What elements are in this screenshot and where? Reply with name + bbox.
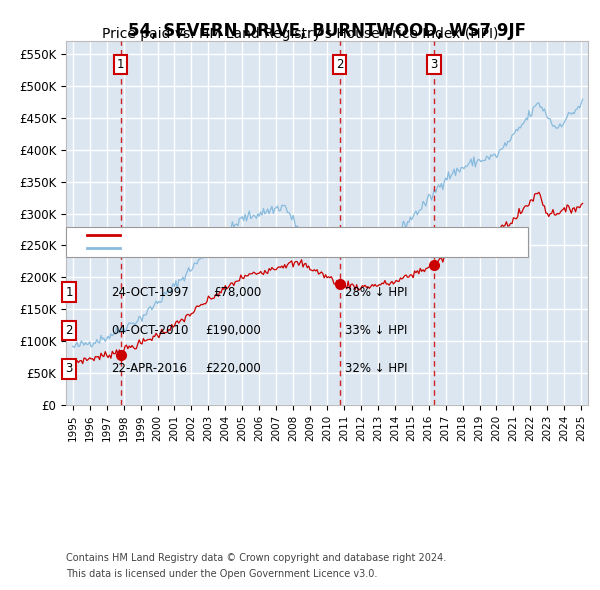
Text: 33% ↓ HPI: 33% ↓ HPI <box>345 324 407 337</box>
Text: HPI: Average price, detached house, Lichfield: HPI: Average price, detached house, Lich… <box>126 242 394 255</box>
Text: £220,000: £220,000 <box>205 362 261 375</box>
Text: Contains HM Land Registry data © Crown copyright and database right 2024.: Contains HM Land Registry data © Crown c… <box>66 553 446 563</box>
Text: £190,000: £190,000 <box>205 324 261 337</box>
Text: 1: 1 <box>117 58 124 71</box>
Title: 54, SEVERN DRIVE, BURNTWOOD, WS7 9JF: 54, SEVERN DRIVE, BURNTWOOD, WS7 9JF <box>128 22 526 40</box>
Text: £78,000: £78,000 <box>213 286 261 299</box>
Text: 3: 3 <box>430 58 437 71</box>
Text: 3: 3 <box>65 362 73 375</box>
Text: 24-OCT-1997: 24-OCT-1997 <box>111 286 189 299</box>
Text: 54, SEVERN DRIVE, BURNTWOOD, WS7 9JF (detached house): 54, SEVERN DRIVE, BURNTWOOD, WS7 9JF (de… <box>126 229 485 242</box>
Text: 22-APR-2016: 22-APR-2016 <box>111 362 187 375</box>
Text: 2: 2 <box>336 58 343 71</box>
Text: 04-OCT-2010: 04-OCT-2010 <box>111 324 188 337</box>
Text: 32% ↓ HPI: 32% ↓ HPI <box>345 362 407 375</box>
Text: 2: 2 <box>65 324 73 337</box>
Text: Price paid vs. HM Land Registry's House Price Index (HPI): Price paid vs. HM Land Registry's House … <box>102 27 498 41</box>
Text: This data is licensed under the Open Government Licence v3.0.: This data is licensed under the Open Gov… <box>66 569 377 579</box>
Text: 1: 1 <box>65 286 73 299</box>
Text: 28% ↓ HPI: 28% ↓ HPI <box>345 286 407 299</box>
